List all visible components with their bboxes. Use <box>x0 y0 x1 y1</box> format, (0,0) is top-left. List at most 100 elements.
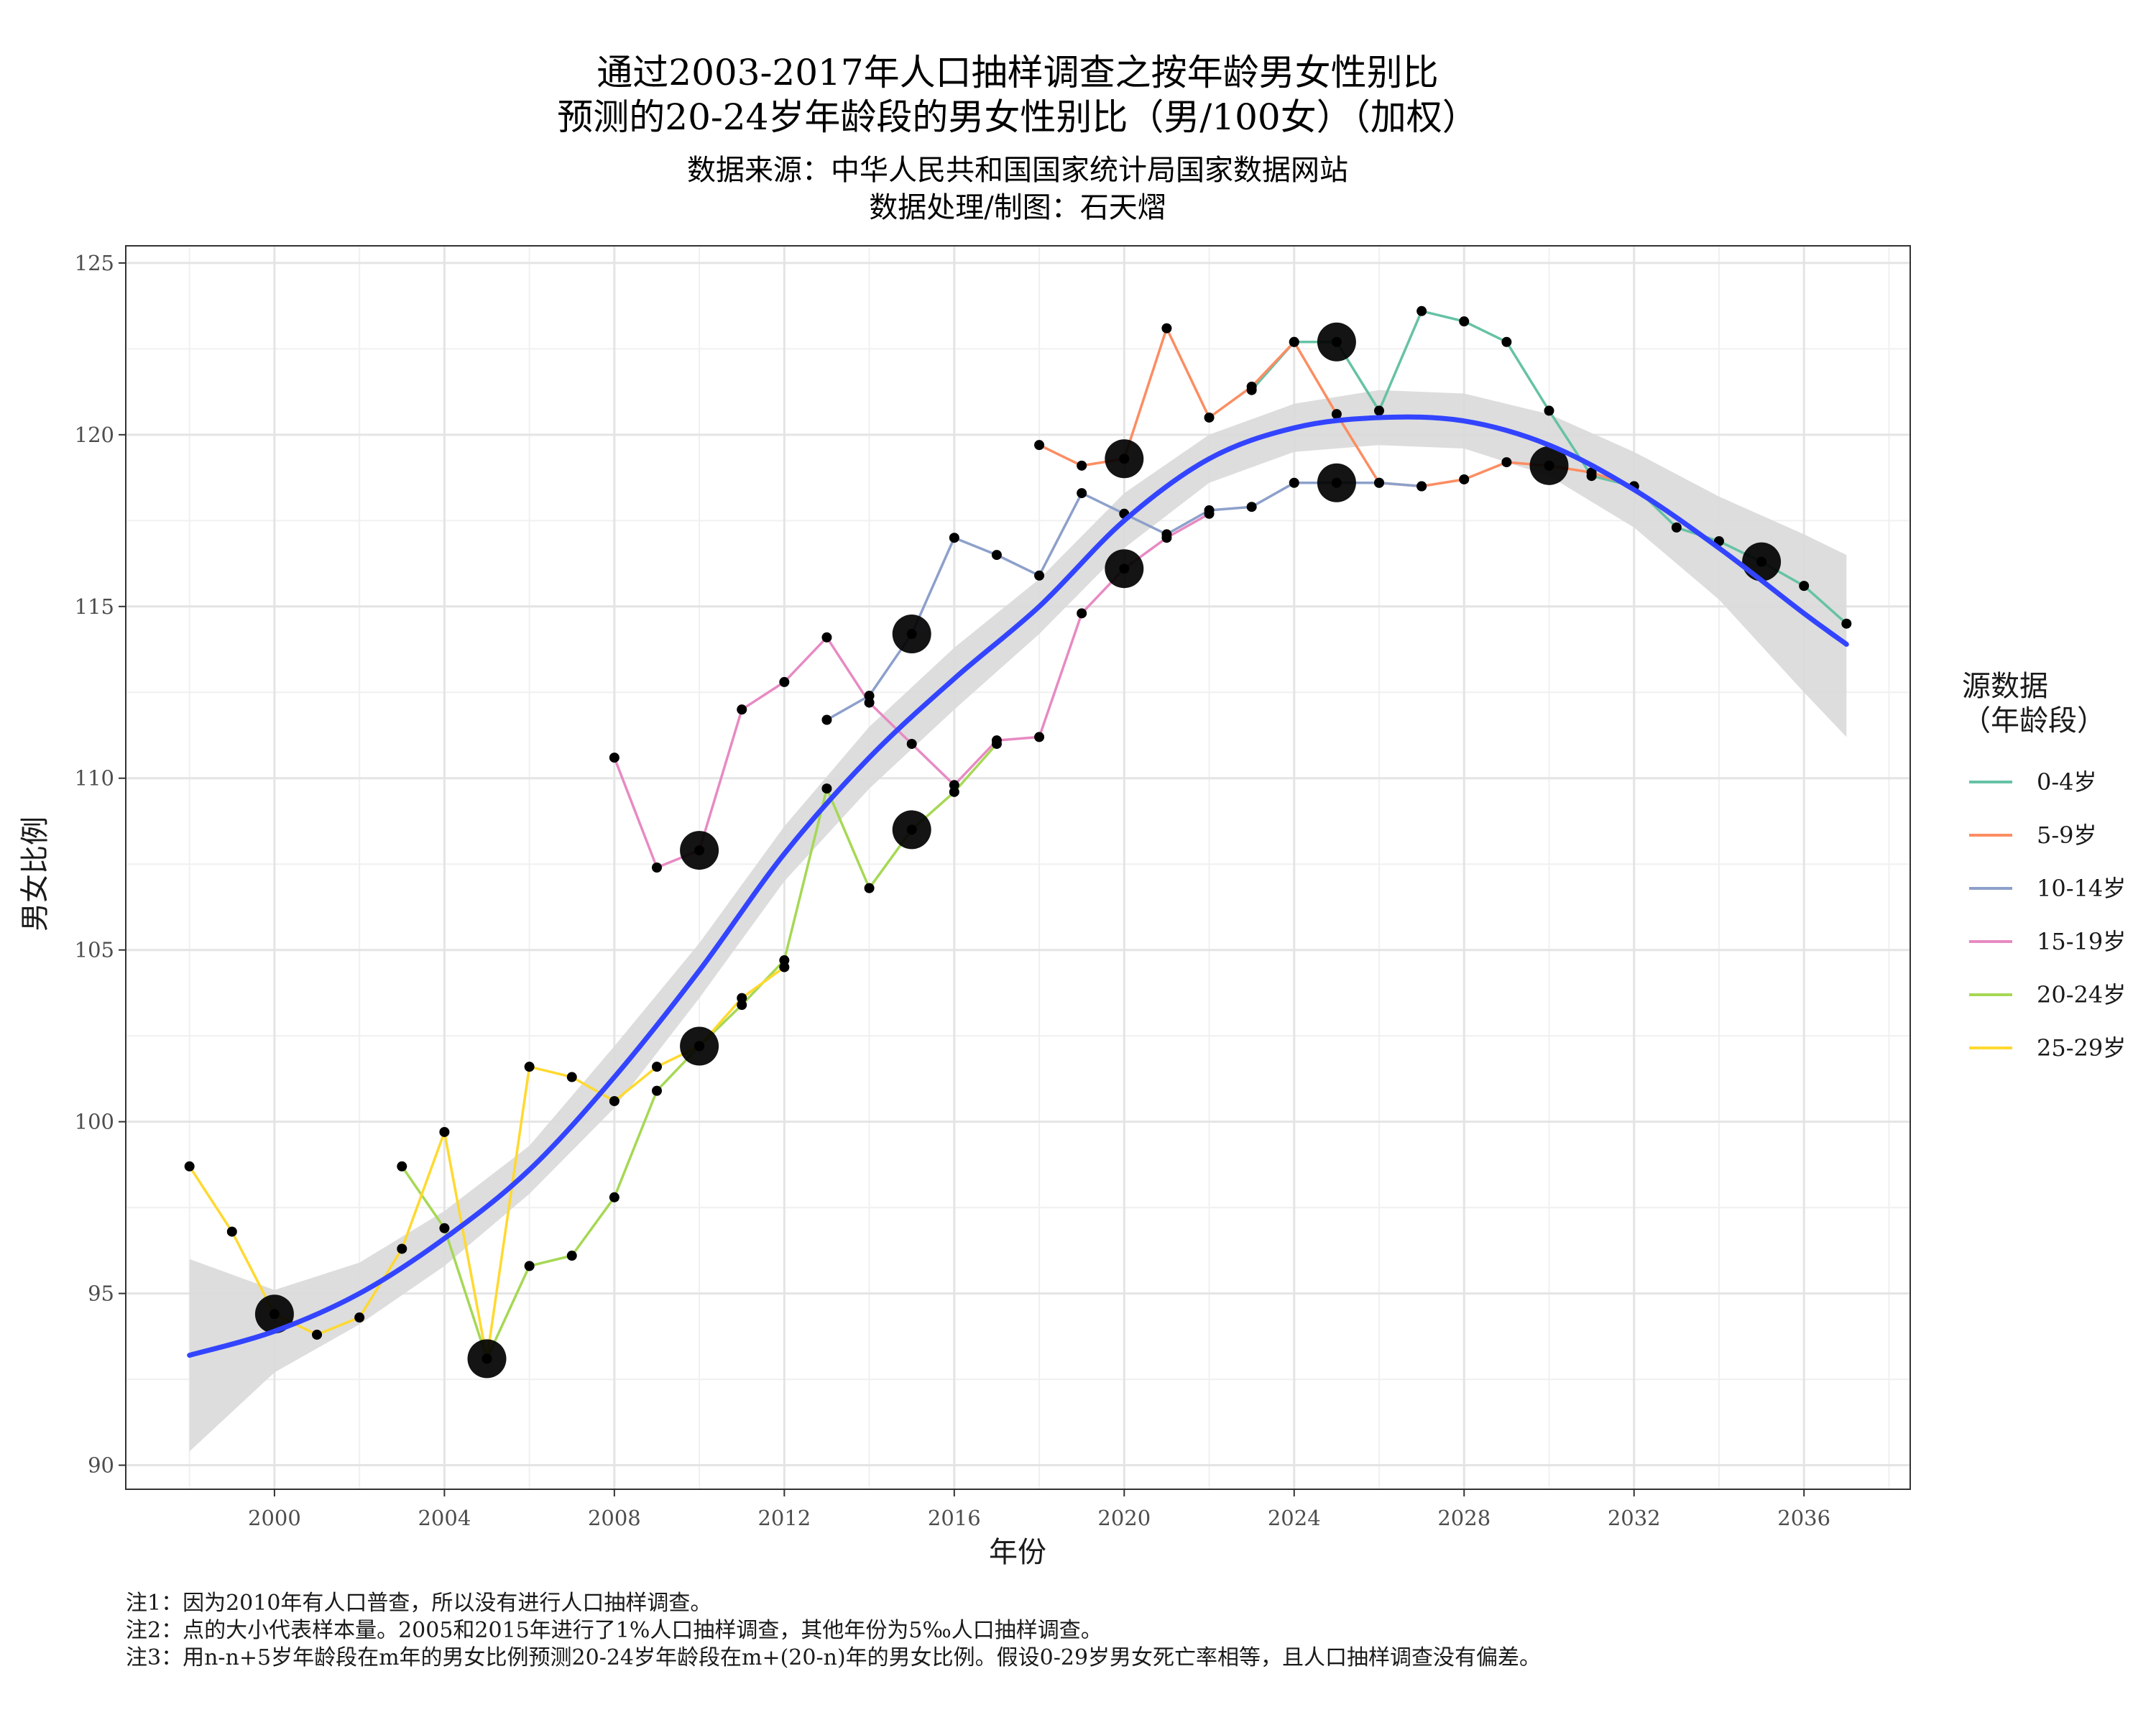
data-point <box>651 862 662 873</box>
x-tick-label: 2024 <box>1268 1506 1321 1530</box>
legend-label-20-24岁: 20-24岁 <box>2037 981 2126 1008</box>
data-point <box>1841 618 1852 629</box>
data-point <box>524 1062 535 1072</box>
data-point <box>609 753 619 763</box>
data-point <box>1289 336 1299 347</box>
data-point <box>779 962 790 972</box>
chart-title: 通过2003-2017年人口抽样调查之按年龄男女性别比 <box>596 52 1438 93</box>
y-tick-label: 95 <box>88 1282 114 1306</box>
data-point <box>1459 474 1470 484</box>
data-point <box>651 1085 662 1096</box>
x-tick-label: 2016 <box>928 1506 981 1530</box>
data-point <box>1501 457 1512 468</box>
data-point <box>1586 467 1597 478</box>
data-point <box>1459 316 1470 327</box>
data-point <box>1034 732 1045 742</box>
confidence-band <box>189 390 1847 1452</box>
data-point <box>821 714 832 725</box>
y-axis: 90 95 100 105 110 115 120 125 <box>75 251 126 1478</box>
legend-label-0-4岁: 0-4岁 <box>2037 768 2097 796</box>
data-point <box>1077 460 1087 471</box>
data-point <box>1204 508 1215 519</box>
note-3: 注3：用n-n+5岁年龄段在m年的男女比例预测20-24岁年龄段在m+(20-n… <box>126 1645 1541 1670</box>
y-tick-label: 115 <box>75 594 114 619</box>
data-point <box>566 1251 577 1261</box>
x-tick-label: 2004 <box>418 1506 471 1530</box>
plot-panel <box>125 245 1911 1490</box>
data-point <box>1331 477 1342 488</box>
data-points <box>184 305 1852 1364</box>
data-point <box>651 1062 662 1072</box>
data-point <box>524 1261 535 1271</box>
x-tick-label: 2020 <box>1097 1506 1151 1530</box>
legend-title-line2: （年龄段） <box>1962 704 2106 737</box>
legend-label-10-14岁: 10-14岁 <box>2037 875 2126 902</box>
data-point <box>1119 454 1130 464</box>
y-tick-label: 100 <box>75 1110 114 1134</box>
legend: 源数据 （年龄段） 0-4岁 5-9岁 10-14岁 15-19岁 20-24岁 25-2… <box>1962 670 2126 1062</box>
x-axis: 2000 2004 2008 2012 2016 2020 2024 2028 2032 2036 <box>248 1489 1830 1530</box>
plot-background <box>126 246 1910 1489</box>
legend-label-5-9岁: 5-9岁 <box>2037 822 2097 849</box>
y-tick-label: 120 <box>75 423 114 447</box>
data-point <box>439 1126 450 1137</box>
data-point <box>1416 481 1427 492</box>
data-point <box>737 993 747 1003</box>
y-axis-title: 男女比例 <box>19 816 52 932</box>
data-point <box>1204 412 1215 423</box>
y-tick-label: 105 <box>75 938 114 962</box>
data-point <box>779 676 790 687</box>
legend-label-25-29岁: 25-29岁 <box>2037 1034 2126 1062</box>
data-point <box>226 1226 237 1237</box>
data-point <box>397 1243 407 1254</box>
data-point <box>991 738 1002 749</box>
x-tick-label: 2000 <box>248 1506 301 1530</box>
note-1: 注1：因为2010年有人口普查，所以没有进行人口抽样调查。 <box>126 1591 711 1616</box>
data-point <box>1077 488 1087 499</box>
legend-items: 0-4岁 5-9岁 10-14岁 15-19岁 20-24岁 25-29岁 <box>1969 768 2126 1062</box>
data-point <box>1671 522 1682 533</box>
data-point <box>694 845 705 856</box>
data-point <box>906 738 917 749</box>
data-point <box>482 1353 492 1364</box>
data-point <box>1331 409 1342 420</box>
y-tick-label: 125 <box>75 251 114 275</box>
data-point <box>949 533 959 543</box>
data-point <box>991 550 1002 561</box>
data-point <box>1289 477 1299 488</box>
data-point <box>354 1312 365 1323</box>
data-point <box>949 786 959 797</box>
data-point <box>864 697 875 708</box>
data-point <box>397 1161 407 1172</box>
data-point <box>609 1192 619 1202</box>
data-point <box>1756 556 1767 567</box>
data-point <box>1799 581 1810 592</box>
data-point <box>1501 336 1512 347</box>
data-point <box>1246 381 1257 392</box>
data-point <box>1544 405 1554 416</box>
data-point <box>609 1095 619 1106</box>
smooth-fit-line <box>187 414 1849 1358</box>
note-2: 注2：点的大小代表样本量。2005和2015年进行了1%人口抽样调查，其他年份为… <box>126 1618 1102 1643</box>
notes: 注1：因为2010年有人口普查，所以没有进行人口抽样调查。 注2：点的大小代表样… <box>126 1591 1541 1670</box>
data-point <box>821 632 832 643</box>
data-point <box>184 1161 195 1172</box>
data-point <box>1416 305 1427 316</box>
data-point <box>694 1041 705 1052</box>
x-tick-label: 2012 <box>757 1506 811 1530</box>
data-point <box>1034 570 1045 581</box>
y-tick-label: 110 <box>75 766 114 791</box>
data-point <box>864 883 875 893</box>
confidence-band-area <box>189 390 1847 1452</box>
chart-subtitle: 数据来源：中华人民共和国国家统计局国家数据网站 <box>687 154 1348 187</box>
data-point <box>566 1072 577 1082</box>
data-point <box>1544 460 1554 471</box>
data-point <box>1161 323 1172 334</box>
legend-title: 源数据 <box>1962 670 2048 703</box>
x-tick-label: 2032 <box>1608 1506 1661 1530</box>
data-point <box>1161 533 1172 543</box>
data-point <box>906 824 917 835</box>
legend-label-15-19岁: 15-19岁 <box>2037 928 2126 955</box>
data-point <box>312 1329 323 1340</box>
